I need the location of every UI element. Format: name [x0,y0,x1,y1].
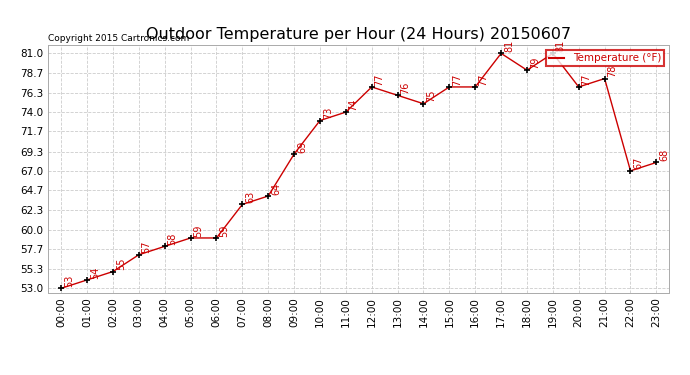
Text: 57: 57 [141,241,152,254]
Text: 63: 63 [245,191,255,203]
Text: 67: 67 [633,157,643,170]
Text: 77: 77 [375,73,384,86]
Text: 59: 59 [219,224,229,237]
Legend: Temperature (°F): Temperature (°F) [546,50,664,66]
Text: 68: 68 [659,149,669,161]
Text: 59: 59 [193,224,204,237]
Text: Copyright 2015 Cartronics.com: Copyright 2015 Cartronics.com [48,33,190,42]
Text: 73: 73 [323,107,333,119]
Text: 77: 77 [582,73,591,86]
Text: 81: 81 [555,40,566,52]
Text: 77: 77 [478,73,488,86]
Text: 74: 74 [348,98,359,111]
Text: 78: 78 [607,65,618,77]
Text: 76: 76 [400,82,411,94]
Text: 77: 77 [452,73,462,86]
Text: 64: 64 [271,182,281,195]
Text: 55: 55 [116,258,126,270]
Text: 58: 58 [168,232,177,245]
Text: 54: 54 [90,266,100,279]
Text: 53: 53 [64,274,74,287]
Title: Outdoor Temperature per Hour (24 Hours) 20150607: Outdoor Temperature per Hour (24 Hours) … [146,27,571,42]
Text: 81: 81 [504,40,514,52]
Text: 79: 79 [530,56,540,69]
Text: 75: 75 [426,90,436,102]
Text: 69: 69 [297,140,307,153]
